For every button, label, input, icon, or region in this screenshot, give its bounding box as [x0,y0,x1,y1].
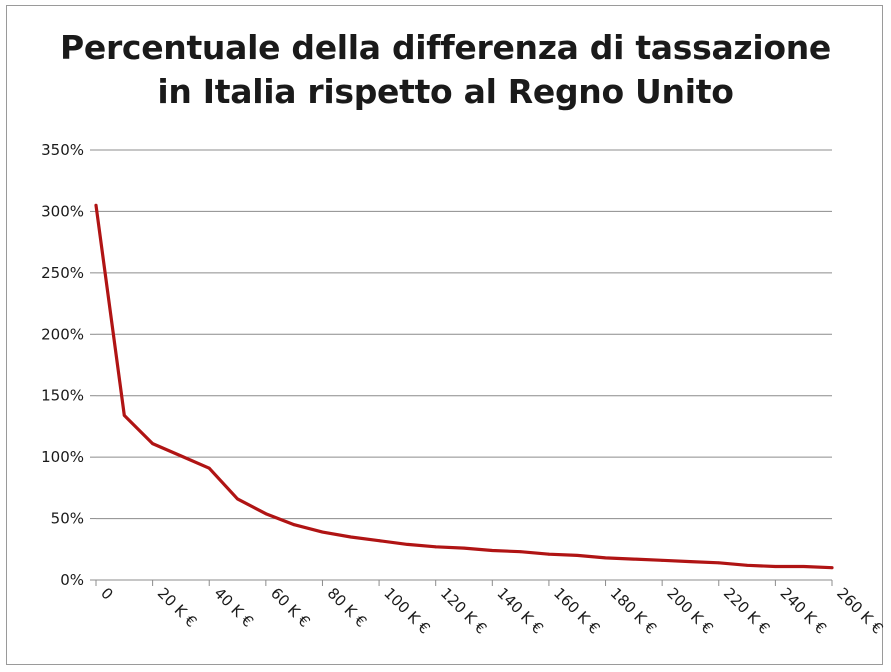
y-tick-label: 150% [41,387,84,405]
data-point [547,552,551,556]
data-point [490,549,494,552]
x-tick-label: 180 K € [607,584,660,637]
chart-title: Percentuale della differenza di tassazio… [0,26,891,114]
data-point [830,566,834,570]
x-tick-label: 140 K € [493,584,546,637]
x-tick-label: 100 K € [380,584,433,637]
data-point [689,560,692,563]
x-tick-label: 20 K € [154,584,201,631]
gridlines [96,149,832,581]
y-tick-label: 250% [41,264,84,282]
data-point [94,203,98,207]
data-point [462,546,466,550]
data-point [519,550,523,554]
data-point [179,454,183,458]
data-point [434,545,438,549]
y-tick-label: 350% [41,141,84,159]
data-point [122,413,126,417]
data-point [349,535,353,539]
x-tick-label: 40 K € [210,584,257,631]
data-point [405,542,409,546]
data-point [377,539,381,543]
x-tick-label: 80 K € [324,584,371,631]
data-point [717,561,721,565]
data-point [660,558,664,562]
y-tick-label: 300% [41,202,84,220]
y-tick-label: 0% [60,571,84,589]
data-point [773,565,777,568]
data-point [321,530,324,534]
chart-title-line1: Percentuale della differenza di tassazio… [59,28,831,67]
y-tick-label: 100% [41,448,84,466]
series-layer [94,203,834,570]
data-point [151,442,155,446]
y-tick-label: 200% [41,325,84,343]
x-tick-label: 60 K € [267,584,314,631]
data-point [236,497,239,501]
data-point [745,563,749,567]
x-tick-label: 160 K € [550,584,603,637]
y-tick-label: 50% [51,510,84,528]
data-point [802,565,806,568]
x-tick-label: 220 K € [720,584,773,637]
x-tick-label: 120 K € [437,584,490,637]
x-axis-ticks: 0 20 K €40 K €60 K €80 K €100 K €120 K €1… [95,580,887,638]
chart-title-line2: in Italia rispetto al Regno Unito [157,72,734,111]
x-tick-label: 200 K € [663,584,716,637]
data-point [292,523,296,527]
data-point [207,466,211,470]
x-tick-label: 260 K € [833,584,886,637]
series-line [94,203,834,570]
data-point [604,556,607,560]
x-tick-label: 240 K € [777,584,830,637]
y-axis-ticks: 0% 50% 100% 150% 200% 250% 300% 350% [41,141,96,589]
data-point [264,512,268,516]
chart-frame [6,5,883,665]
x-tick-label: 0 [97,584,116,603]
data-point [575,554,579,557]
data-point [632,557,636,561]
